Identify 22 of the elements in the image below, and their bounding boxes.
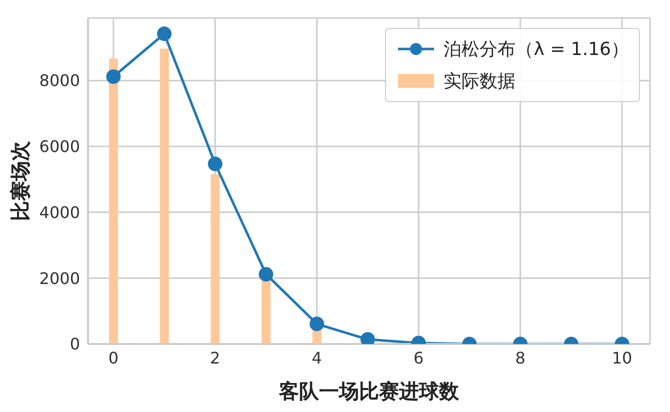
bar bbox=[210, 174, 220, 344]
point bbox=[157, 26, 172, 42]
y-tick-label: 2000 bbox=[39, 268, 80, 288]
legend-label: 实际数据 bbox=[444, 70, 516, 93]
y-axis-title: 比赛场次 bbox=[8, 140, 32, 221]
y-tick-label: 6000 bbox=[39, 137, 80, 156]
x-tick-label: 4 bbox=[312, 348, 322, 368]
y-tick-label: 0 bbox=[70, 334, 80, 354]
point bbox=[106, 69, 121, 84]
x-axis-title: 客队一场比赛进球数 bbox=[278, 379, 460, 403]
y-tick-label: 8000 bbox=[39, 71, 80, 90]
y-tick-label: 4000 bbox=[39, 202, 80, 222]
bar bbox=[109, 58, 118, 344]
bar bbox=[160, 48, 169, 344]
x-tick-label: 8 bbox=[515, 348, 526, 368]
x-tick-label: 10 bbox=[612, 348, 632, 368]
x-tick-label: 2 bbox=[210, 348, 220, 368]
point bbox=[208, 156, 222, 172]
x-tick-label: 0 bbox=[108, 348, 119, 368]
legend-label: 泊松分布（λ = 1.16） bbox=[444, 38, 629, 61]
bar bbox=[262, 279, 271, 344]
x-tick-label: 6 bbox=[413, 348, 424, 368]
